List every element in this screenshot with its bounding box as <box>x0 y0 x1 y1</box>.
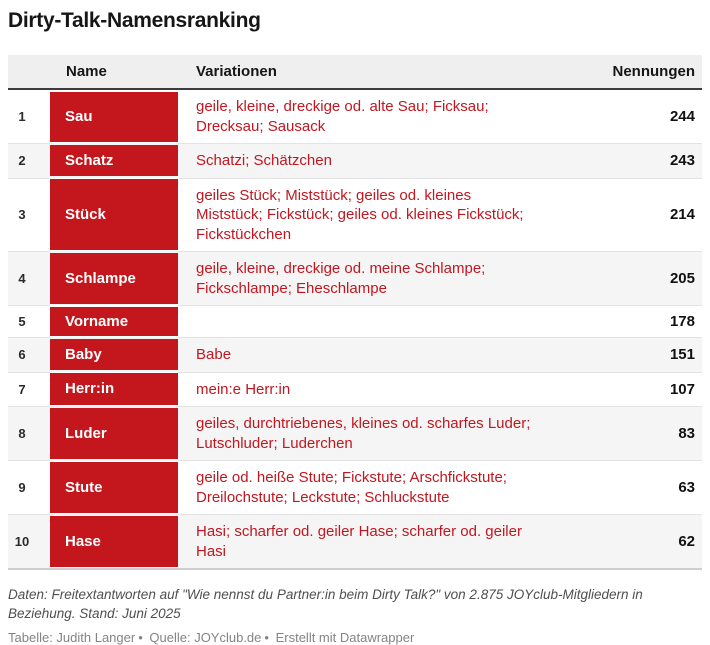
table-row: 4 Schlampe geile, kleine, dreckige od. m… <box>8 251 702 305</box>
table-row: 3 Stück geiles Stück; Miststück; geiles … <box>8 177 702 252</box>
name-badge: Luder <box>50 407 178 459</box>
rank-cell: 7 <box>8 371 50 407</box>
variations-text: Hasi; scharfer od. geiler Hase; scharfer… <box>196 523 522 560</box>
rank-cell: 4 <box>8 251 50 305</box>
variations-text: geile od. heiße Stute; Fickstute; Arschf… <box>196 469 507 506</box>
mentions-cell: 62 <box>570 514 702 568</box>
name-badge: Stute <box>50 461 178 513</box>
variations-cell: geiles, durchtriebenes, kleines od. scha… <box>178 406 570 460</box>
mentions-cell: 205 <box>570 251 702 305</box>
column-header-name: Name <box>66 63 107 80</box>
mentions-cell: 178 <box>570 305 702 337</box>
name-cell: Hase <box>50 514 178 568</box>
bullet-separator: • <box>264 630 269 645</box>
name-cell: Stück <box>50 178 178 252</box>
name-badge: Hase <box>50 515 178 567</box>
footnote-text: Daten: Freitextantworten auf "Wie nennst… <box>8 587 643 621</box>
variations-cell: geile, kleine, dreckige od. meine Schlam… <box>178 251 570 305</box>
name-badge: Stück <box>50 179 178 250</box>
mentions-cell: 214 <box>570 177 702 252</box>
table-row: 2 Schatz Schatzi; Schätzchen 243 <box>8 143 702 178</box>
name-cell: Sau <box>50 90 178 143</box>
name-cell: Baby <box>50 337 178 372</box>
table-row: 5 Vorname 178 <box>8 305 702 337</box>
name-cell: Herr:in <box>50 372 178 407</box>
mentions-cell: 107 <box>570 371 702 407</box>
rank-cell: 5 <box>8 305 50 337</box>
column-header-mentions: Nennungen <box>612 63 696 80</box>
attribution-line: Tabelle: Judith Langer • Quelle: JOYclub.… <box>8 630 702 645</box>
table-row: 10 Hase Hasi; scharfer od. geiler Hase; … <box>8 514 702 568</box>
name-cell: Schlampe <box>50 251 178 305</box>
rank-cell: 3 <box>8 177 50 252</box>
mentions-cell: 243 <box>570 143 702 178</box>
variations-cell: geile od. heiße Stute; Fickstute; Arschf… <box>178 460 570 514</box>
table-header-row: Name Variationen Nennungen <box>8 55 702 90</box>
mentions-cell: 151 <box>570 337 702 372</box>
rank-cell: 9 <box>8 460 50 514</box>
credit-source-link[interactable]: Quelle: JOYclub.de <box>149 630 262 645</box>
table-row: 9 Stute geile od. heiße Stute; Fickstute… <box>8 460 702 514</box>
ranking-table: Name Variationen Nennungen 1 Sau geile, … <box>8 55 702 570</box>
variations-cell <box>178 305 570 337</box>
table-row: 6 Baby Babe 151 <box>8 337 702 372</box>
rank-cell: 6 <box>8 337 50 372</box>
variations-text: geiles, durchtriebenes, kleines od. scha… <box>196 415 531 452</box>
name-cell: Stute <box>50 460 178 514</box>
variations-text: mein:e Herr:in <box>196 380 291 398</box>
table-row: 7 Herr:in mein:e Herr:in 107 <box>8 371 702 407</box>
variations-cell: Schatzi; Schätzchen <box>178 143 570 178</box>
credit-datawrapper-link[interactable]: Erstellt mit Datawrapper <box>275 630 415 645</box>
rank-cell: 1 <box>18 109 26 124</box>
variations-cell: geiles Stück; Miststück; geiles od. klei… <box>178 177 570 252</box>
table-row: 8 Luder geiles, durchtriebenes, kleines … <box>8 406 702 460</box>
mentions-cell: 63 <box>570 460 702 514</box>
name-badge: Schlampe <box>50 252 178 304</box>
mentions-cell: 244 <box>669 108 695 125</box>
rank-cell: 10 <box>8 514 50 568</box>
page-title: Dirty-Talk-Namensranking <box>8 9 261 32</box>
variations-text: geile, kleine, dreckige od. alte Sau; Fi… <box>196 98 489 135</box>
name-cell: Schatz <box>50 143 178 178</box>
variations-text: geile, kleine, dreckige od. meine Schlam… <box>196 260 486 297</box>
variations-cell: Hasi; scharfer od. geiler Hase; scharfer… <box>178 514 570 568</box>
name-badge: Schatz <box>50 144 178 176</box>
column-header-variations: Variationen <box>196 63 277 80</box>
variations-cell: geile, kleine, dreckige od. alte Sau; Fi… <box>178 90 570 143</box>
rank-cell: 2 <box>8 143 50 178</box>
name-badge: Vorname <box>50 306 178 336</box>
table-row: 1 Sau geile, kleine, dreckige od. alte S… <box>8 90 702 143</box>
mentions-cell: 83 <box>570 406 702 460</box>
name-cell: Luder <box>50 406 178 460</box>
variations-text: Schatzi; Schätzchen <box>196 152 332 169</box>
table-body: 1 Sau geile, kleine, dreckige od. alte S… <box>8 90 702 568</box>
variations-cell: Babe <box>178 337 570 372</box>
name-badge: Baby <box>50 338 178 370</box>
name-badge: Sau <box>50 91 178 142</box>
name-cell: Vorname <box>50 305 178 337</box>
variations-text: Babe <box>196 346 232 363</box>
variations-cell: mein:e Herr:in <box>178 371 570 407</box>
credit-table-author-link[interactable]: Tabelle: Judith Langer <box>8 630 136 645</box>
rank-cell: 8 <box>8 406 50 460</box>
name-badge: Herr:in <box>50 373 178 405</box>
variations-text: geiles Stück; Miststück; geiles od. klei… <box>196 186 524 243</box>
bullet-separator: • <box>138 630 143 645</box>
